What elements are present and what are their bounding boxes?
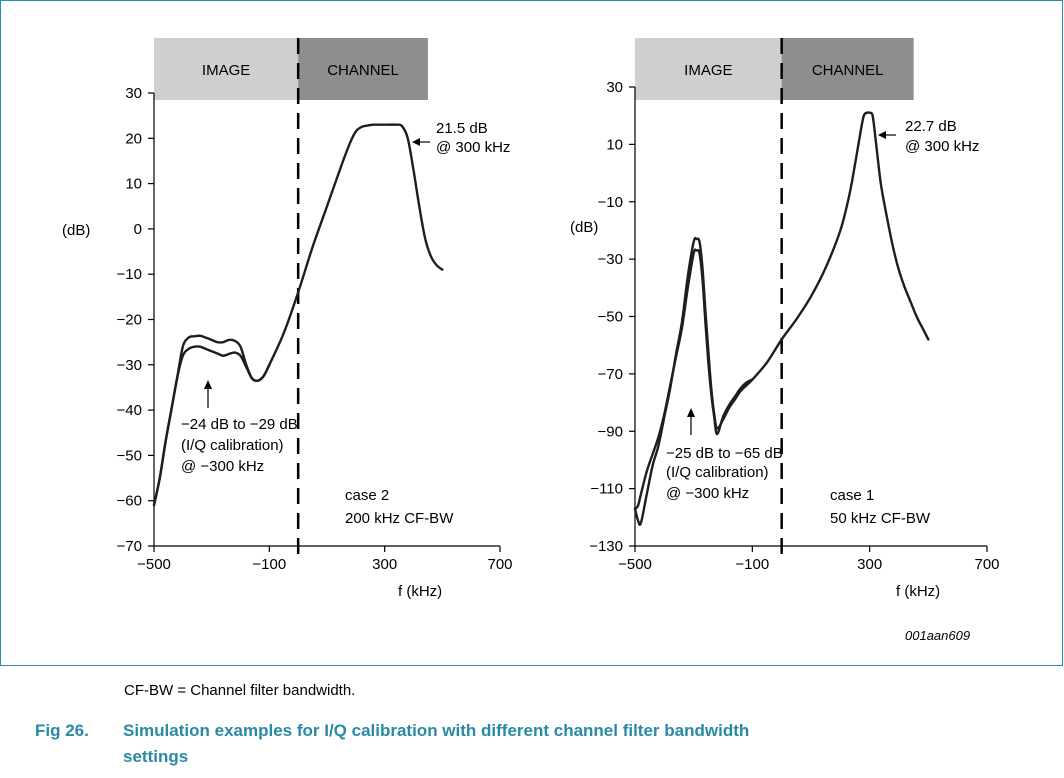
footnote: CF-BW = Channel filter bandwidth. (124, 682, 356, 699)
y-tick-label: −50 (598, 309, 623, 326)
y-tick-label: −70 (117, 538, 142, 555)
y-tick-label: 10 (606, 136, 623, 153)
y-tick-label: 30 (125, 85, 142, 102)
y-tick-label: −110 (590, 481, 623, 498)
x-tick-label: −100 (252, 556, 286, 573)
y-tick-label: −30 (598, 251, 623, 268)
peak-arrow-head (412, 138, 420, 146)
y-tick-label: −20 (117, 312, 142, 329)
case-label-line2: 50 kHz CF-BW (830, 510, 931, 527)
y-tick-label: −130 (589, 538, 623, 555)
case-label-line2: 200 kHz CF-BW (345, 510, 454, 527)
figure-code: 001aan609 (905, 628, 971, 643)
image-annotation-line3: @ −300 kHz (666, 485, 749, 502)
image-annotation-line2: (I/Q calibration) (181, 437, 284, 454)
caption-number: Fig 26. (35, 721, 89, 740)
band-label-channel: CHANNEL (327, 62, 399, 79)
figure-canvas: IMAGE CHANNEL 30 20 10 0 −10 −20 −30 −40 −50 −60 −7… (62, 38, 1000, 600)
peak-annotation-line1: 21.5 dB (436, 120, 488, 137)
band-label-image: IMAGE (684, 62, 732, 79)
y-tick-label: −90 (598, 423, 623, 440)
x-tick-label: −100 (735, 556, 769, 573)
y-tick-label: 10 (125, 176, 142, 193)
y-tick-label: −60 (117, 493, 142, 510)
x-tick-label: 300 (372, 556, 397, 573)
y-tick-label: −10 (117, 266, 142, 283)
x-tick-label: −500 (137, 556, 171, 573)
image-annotation-line3: @ −300 kHz (181, 458, 264, 475)
series-line-2 (152, 345, 271, 507)
caption-text: Simulation examples for I/Q calibration … (123, 721, 750, 740)
y-tick-label: −50 (117, 447, 142, 464)
image-annotation-line1: −25 dB to −65 dB (666, 445, 783, 462)
x-axis-label: f (kHz) (896, 583, 940, 600)
image-annotation-line2: (I/Q calibration) (666, 464, 769, 481)
caption-text-line2: settings (123, 747, 189, 766)
x-axis-label: f (kHz) (398, 583, 442, 600)
image-arrow-head (204, 380, 212, 389)
peak-arrow-head (878, 131, 886, 139)
band-label-channel: CHANNEL (812, 62, 884, 79)
image-arrow-head (687, 408, 695, 417)
figure-caption: Fig 26. Simulation examples for I/Q calib… (35, 718, 1035, 770)
y-axis-label: (dB) (570, 219, 598, 236)
peak-annotation-line2: @ 300 kHz (436, 139, 510, 156)
image-annotation-line1: −24 dB to −29 dB (181, 416, 298, 433)
y-tick-label: −40 (117, 402, 142, 419)
band-label-image: IMAGE (202, 62, 250, 79)
chart-case-1: IMAGE CHANNEL 30 10 −10 −30 −50 −70 −90 −110 −130… (570, 38, 1000, 600)
y-tick-label: −10 (598, 194, 623, 211)
case-label-line1: case 1 (830, 487, 874, 504)
y-tick-label: −30 (117, 357, 142, 374)
peak-annotation-line2: @ 300 kHz (905, 138, 979, 155)
x-tick-label: −500 (618, 556, 652, 573)
x-tick-label: 300 (857, 556, 882, 573)
case-label-line1: case 2 (345, 487, 389, 504)
x-tick-label: 700 (487, 556, 512, 573)
figure-frame (0, 0, 1063, 666)
band-channel (781, 38, 914, 100)
band-channel (298, 38, 428, 100)
y-tick-label: 30 (606, 79, 623, 96)
y-tick-label: 0 (134, 221, 142, 238)
series-line-2 (633, 248, 754, 510)
x-tick-label: 700 (974, 556, 999, 573)
y-axis-label: (dB) (62, 222, 90, 239)
y-tick-label: 20 (125, 130, 142, 147)
peak-annotation-line1: 22.7 dB (905, 118, 957, 135)
band-image (154, 38, 299, 100)
chart-case-2: IMAGE CHANNEL 30 20 10 0 −10 −20 −30 −40 −50 −60 −7… (62, 38, 513, 600)
y-tick-label: −70 (598, 366, 623, 383)
band-image (635, 38, 782, 100)
